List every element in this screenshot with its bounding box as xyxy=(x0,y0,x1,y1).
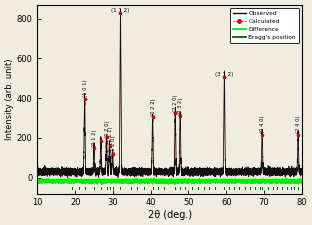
Text: (0 2 2): (0 2 2) xyxy=(151,98,156,120)
Legend: Observed, Calculated, Difference, Bragg's position: Observed, Calculated, Difference, Bragg'… xyxy=(230,8,299,43)
Text: (0 4 0): (0 4 0) xyxy=(260,115,265,137)
Text: (2 4 0): (2 4 0) xyxy=(296,115,301,137)
X-axis label: 2θ (deg.): 2θ (deg.) xyxy=(148,210,192,220)
Text: (0 2 0): (0 2 0) xyxy=(105,120,110,142)
Text: (0 3 2): (0 3 2) xyxy=(178,98,183,119)
Text: (2 2 0): (2 2 0) xyxy=(173,94,178,116)
Y-axis label: Intensity (arb. unit): Intensity (arb. unit) xyxy=(5,58,14,140)
Text: (1 1 1): (1 1 1) xyxy=(108,126,113,148)
Text: (0 1 2): (0 1 2) xyxy=(92,129,97,151)
Text: (1 2 0): (1 2 0) xyxy=(111,135,116,157)
Text: (3 1 2): (3 1 2) xyxy=(215,72,233,79)
Text: (1 0 1): (1 0 1) xyxy=(83,80,88,101)
Text: (1 1 2): (1 1 2) xyxy=(111,8,129,16)
